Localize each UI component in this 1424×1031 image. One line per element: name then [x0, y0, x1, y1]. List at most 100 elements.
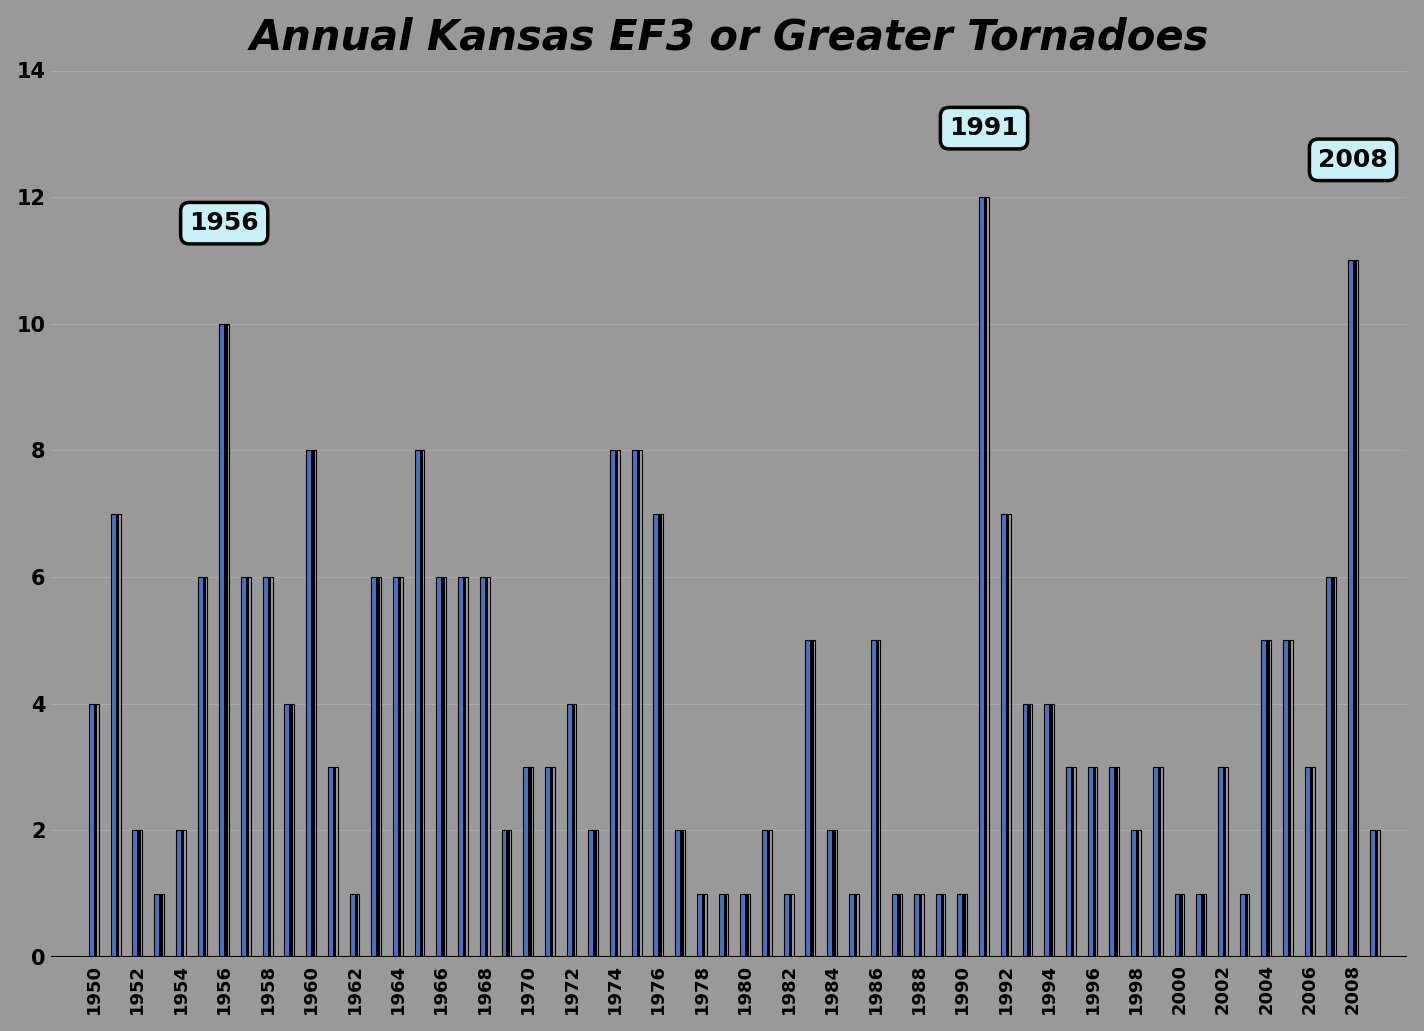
Bar	[1049, 704, 1052, 957]
Bar	[1115, 767, 1118, 957]
Bar	[832, 831, 836, 957]
Bar	[263, 577, 269, 957]
Bar	[1287, 640, 1292, 957]
Bar	[789, 894, 792, 957]
Bar	[827, 831, 837, 957]
Bar	[740, 894, 748, 957]
Bar	[984, 197, 987, 957]
Bar	[285, 704, 295, 957]
Bar	[501, 831, 511, 957]
Bar	[393, 577, 403, 957]
Bar	[503, 831, 508, 957]
Bar	[871, 640, 877, 957]
Bar	[310, 451, 315, 957]
Bar	[159, 894, 162, 957]
Bar	[980, 197, 988, 957]
Bar	[963, 894, 965, 957]
Bar	[654, 513, 664, 957]
Bar	[594, 831, 597, 957]
Bar	[1109, 767, 1119, 957]
Bar	[154, 894, 164, 957]
Bar	[224, 324, 228, 957]
Bar	[893, 894, 901, 957]
Bar	[567, 704, 574, 957]
Bar	[1371, 831, 1377, 957]
Bar	[654, 513, 661, 957]
Bar	[1071, 767, 1074, 957]
Bar	[393, 577, 400, 957]
Bar	[745, 894, 749, 957]
Bar	[958, 894, 964, 957]
Bar	[111, 513, 118, 957]
Bar	[806, 640, 813, 957]
Bar	[762, 831, 772, 957]
Bar	[723, 894, 728, 957]
Bar	[285, 704, 292, 957]
Bar	[420, 451, 423, 957]
Bar	[202, 577, 206, 957]
Bar	[528, 767, 531, 957]
Bar	[242, 577, 248, 957]
Bar	[1349, 261, 1358, 957]
Bar	[507, 831, 510, 957]
Bar	[459, 577, 468, 957]
Bar	[333, 767, 336, 957]
Bar	[854, 894, 857, 957]
Bar	[590, 831, 595, 957]
Bar	[611, 451, 617, 957]
Bar	[441, 577, 444, 957]
Bar	[524, 767, 530, 957]
Bar	[827, 831, 834, 957]
Bar	[1240, 894, 1247, 957]
Bar	[1349, 261, 1356, 957]
Bar	[523, 767, 533, 957]
Bar	[437, 577, 443, 957]
Bar	[893, 894, 900, 957]
Bar	[376, 577, 380, 957]
Bar	[1327, 577, 1333, 957]
Bar	[268, 577, 271, 957]
Bar	[918, 894, 923, 957]
Bar	[783, 894, 793, 957]
Bar	[941, 894, 944, 957]
Bar	[329, 767, 335, 957]
Bar	[1175, 894, 1185, 957]
Bar	[181, 831, 184, 957]
Bar	[90, 704, 98, 957]
Bar	[355, 894, 357, 957]
Bar	[698, 894, 703, 957]
Bar	[1092, 767, 1096, 957]
Bar	[1262, 640, 1272, 957]
Bar	[177, 831, 185, 957]
Bar	[870, 640, 880, 957]
Bar	[545, 767, 555, 957]
Bar	[1024, 704, 1030, 957]
Bar	[637, 451, 641, 957]
Bar	[1131, 831, 1141, 957]
Bar	[740, 894, 750, 957]
Bar	[588, 831, 598, 957]
Bar	[810, 640, 813, 957]
Bar	[567, 704, 577, 957]
Bar	[1088, 767, 1098, 957]
Bar	[246, 577, 249, 957]
Bar	[957, 894, 967, 957]
Bar	[1283, 640, 1293, 957]
Bar	[1111, 767, 1116, 957]
Bar	[372, 577, 379, 957]
Bar	[328, 767, 337, 957]
Bar	[137, 831, 141, 957]
Bar	[1218, 767, 1227, 957]
Bar	[221, 324, 226, 957]
Bar	[416, 451, 422, 957]
Bar	[1005, 513, 1010, 957]
Bar	[914, 894, 921, 957]
Bar	[1304, 767, 1314, 957]
Bar	[308, 451, 313, 957]
Bar	[414, 451, 424, 957]
Bar	[1245, 894, 1247, 957]
Bar	[198, 577, 205, 957]
Bar	[1327, 577, 1336, 957]
Bar	[615, 451, 618, 957]
Bar	[632, 451, 639, 957]
